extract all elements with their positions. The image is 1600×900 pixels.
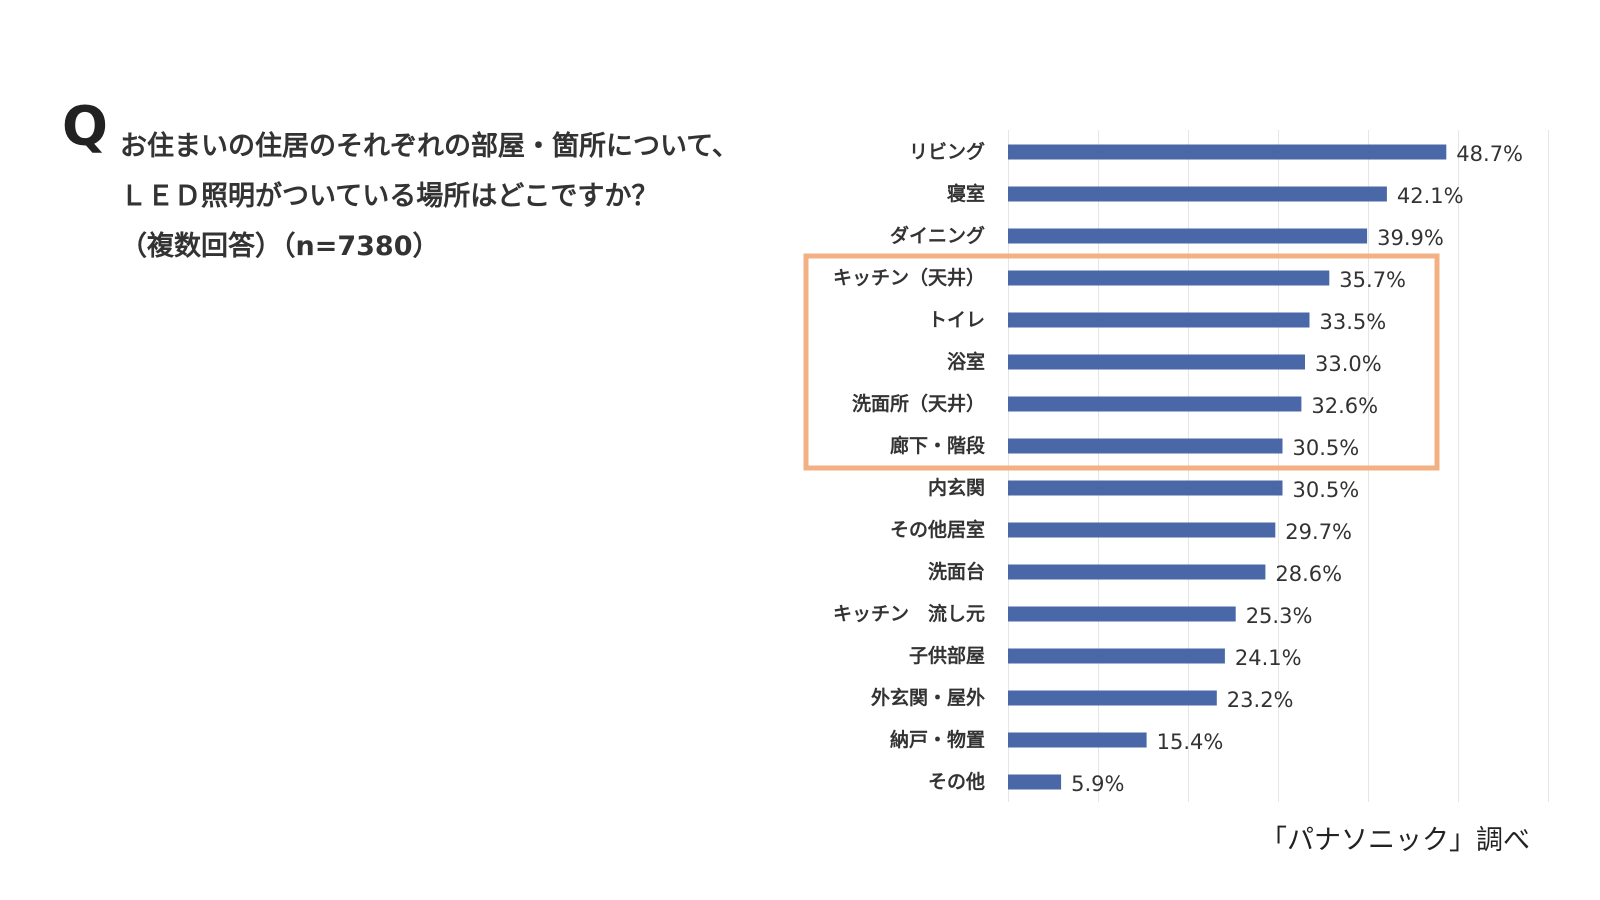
value-label: 39.9% xyxy=(1377,226,1444,250)
bar xyxy=(1008,438,1283,454)
bar xyxy=(1008,396,1302,412)
category-label: 子供部屋 xyxy=(909,644,985,667)
category-label: 内玄関 xyxy=(928,476,985,499)
category-label: 廊下・階段 xyxy=(890,434,986,457)
value-label: 29.7% xyxy=(1285,520,1352,544)
bar xyxy=(1008,522,1276,538)
value-label: 42.1% xyxy=(1397,184,1464,208)
bar xyxy=(1008,270,1330,286)
highlight-box-layer xyxy=(803,253,1440,471)
value-labels: 48.7% 42.1% 39.9% 35.7% 33.5% 33.0% 32.6% 30.5%… xyxy=(1071,142,1523,796)
question-line-1: お住まいの住居のそれぞれの部屋・箇所について、 xyxy=(120,131,739,162)
value-label: 48.7% xyxy=(1456,142,1523,166)
category-label: その他居室 xyxy=(890,518,985,541)
bar xyxy=(1008,690,1217,706)
question-text: お住まいの住居のそれぞれの部屋・箇所について、 ＬＥＤ照明がついている場所はどこ… xyxy=(120,122,739,272)
question-line-3: （複数回答）（n=7380） xyxy=(120,231,440,262)
category-label: キッチン（天井） xyxy=(833,266,985,289)
category-label: 洗面台 xyxy=(928,560,985,583)
source-note: 「パナソニック」調べ xyxy=(1260,825,1530,856)
bar xyxy=(1008,732,1147,748)
bar xyxy=(1008,774,1062,790)
category-label: 洗面所（天井） xyxy=(852,392,985,415)
category-label: 外玄関・屋外 xyxy=(871,686,985,709)
bar xyxy=(1008,564,1266,580)
category-label: リビング xyxy=(909,140,985,163)
highlight-box xyxy=(803,253,1440,471)
bar xyxy=(1008,228,1368,244)
bar xyxy=(1008,312,1310,328)
bar xyxy=(1008,186,1387,202)
value-label: 35.7% xyxy=(1339,268,1406,292)
category-label: キッチン 流し元 xyxy=(833,602,985,625)
bars xyxy=(1008,144,1447,790)
category-label: 納戸・物置 xyxy=(890,728,985,751)
value-label: 24.1% xyxy=(1235,646,1302,670)
category-label: ダイニング xyxy=(890,224,985,247)
value-label: 30.5% xyxy=(1293,436,1360,460)
bar xyxy=(1008,648,1225,664)
value-label: 15.4% xyxy=(1157,730,1224,754)
bar xyxy=(1008,606,1236,622)
value-label: 32.6% xyxy=(1311,394,1378,418)
value-label: 23.2% xyxy=(1227,688,1294,712)
category-label: 浴室 xyxy=(947,350,985,373)
value-label: 30.5% xyxy=(1293,478,1360,502)
category-label: その他 xyxy=(928,770,985,793)
value-label: 5.9% xyxy=(1071,772,1124,796)
bar xyxy=(1008,144,1447,160)
category-label: 寝室 xyxy=(947,182,985,205)
value-label: 33.5% xyxy=(1320,310,1387,334)
question-line-2: ＬＥＤ照明がついている場所はどこですか？ xyxy=(120,181,659,212)
bar xyxy=(1008,354,1305,370)
value-label: 33.0% xyxy=(1315,352,1382,376)
question-mark: Q xyxy=(62,95,108,158)
value-label: 25.3% xyxy=(1246,604,1313,628)
value-label: 28.6% xyxy=(1275,562,1342,586)
category-label: トイレ xyxy=(928,309,985,331)
bar xyxy=(1008,480,1283,496)
